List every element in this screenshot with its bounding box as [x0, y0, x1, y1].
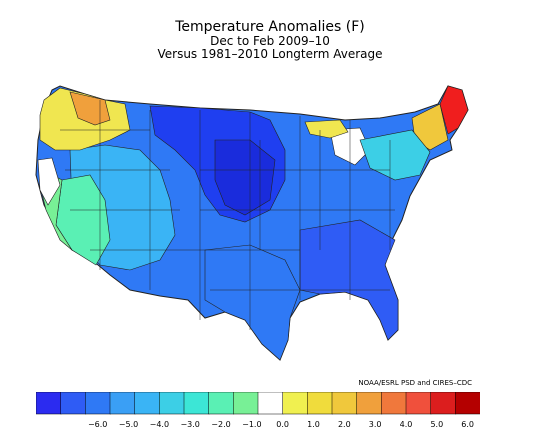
colorbar-swatch	[257, 392, 284, 415]
division-boundaries	[60, 100, 395, 330]
colorbar-tick-label: −1.0	[242, 420, 262, 429]
colorbar-swatch	[85, 392, 111, 415]
colorbar-tick-label: −4.0	[149, 420, 170, 429]
colorbar	[36, 392, 480, 415]
nevada-white-region	[37, 157, 61, 206]
colorbar-tick-label: −6.0	[87, 420, 108, 429]
colorbar-swatch	[430, 392, 457, 415]
colorbar-tick-label: 4.0	[399, 420, 413, 429]
colorbar-swatch	[405, 392, 432, 415]
colorbar-tick-labels: −6.0 −5.0 −4.0 −3.0 −2.0 −1.0 0.0 1.0 2.0 3.0 4.0 5…	[0, 420, 540, 432]
colorbar-tick-label: 0.0	[276, 420, 290, 429]
colorbar-tick-label: −5.0	[118, 420, 139, 429]
colorbar-swatch	[109, 392, 136, 415]
title-block: Temperature Anomalies (F) Dec to Feb 200…	[0, 20, 540, 61]
colorbar-swatch	[36, 392, 62, 415]
credit-text: NOAA/ESRL PSD and CIRES–CDC	[358, 379, 472, 387]
colorbar-swatch	[282, 392, 309, 415]
colorbar-swatch	[134, 392, 161, 415]
colorbar-swatch	[331, 392, 358, 415]
map-subtitle: Dec to Feb 2009–10	[210, 34, 330, 48]
colorbar-swatch	[307, 392, 333, 415]
southeast-region	[299, 219, 399, 341]
colorbar-swatch	[233, 392, 259, 415]
maine-red-region	[439, 85, 469, 135]
colorbar-tick-label: −3.0	[180, 420, 200, 429]
colorbar-tick-label: −2.0	[211, 420, 231, 429]
map-baseline: Versus 1981–2010 Longterm Average	[157, 47, 383, 61]
colorbar-swatch	[356, 392, 383, 415]
colorbar-swatch	[60, 392, 87, 415]
upper-midwest-yellow-region	[304, 119, 349, 139]
colorbar-swatch	[183, 392, 210, 415]
colorbar-swatch	[455, 392, 480, 415]
colorbar-tick-label: 3.0	[368, 420, 382, 429]
colorbar-swatch	[208, 392, 235, 415]
northeast-teal-region	[359, 129, 431, 181]
map-title: Temperature Anomalies (F)	[175, 19, 365, 35]
colorbar-tick-label: 6.0	[461, 420, 475, 429]
colorbar-swatch	[159, 392, 185, 415]
colorbar-tick-label: 5.0	[430, 420, 444, 429]
texas-region	[204, 244, 301, 361]
colorbar-swatch	[381, 392, 407, 415]
colorbar-tick-label: 2.0	[337, 420, 351, 429]
colorbar-tick-label: 1.0	[307, 420, 320, 429]
